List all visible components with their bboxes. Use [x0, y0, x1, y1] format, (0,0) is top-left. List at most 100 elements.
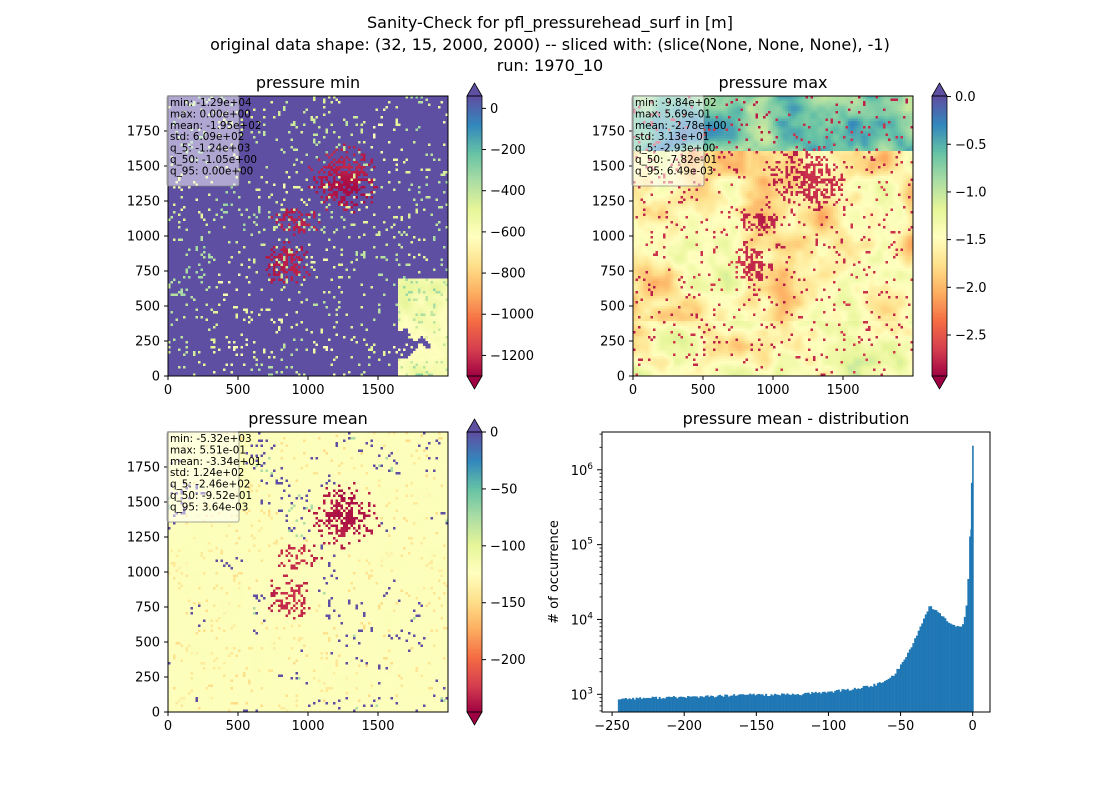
x-tick-label: 500 — [691, 383, 716, 398]
subplot-title: pressure min — [256, 73, 360, 92]
histogram-bar — [969, 536, 972, 712]
histogram-bar — [663, 698, 667, 712]
x-tick-label: −150 — [738, 719, 774, 734]
histogram-bar — [850, 690, 853, 712]
y-tick-label: 750 — [135, 265, 160, 280]
histogram-bar — [967, 579, 970, 712]
histogram-bar — [695, 696, 698, 712]
histogram-bar — [761, 694, 764, 712]
histogram-bar — [820, 693, 823, 712]
histogram-bar — [859, 688, 862, 712]
histogram-bar — [656, 698, 659, 712]
histogram-bar — [738, 694, 741, 712]
colorbar: 0 −200 −400 −600 −800 −1000 −1200 — [466, 82, 534, 390]
x-tick-label: −250 — [594, 719, 630, 734]
histogram-bar — [770, 694, 773, 712]
y-tick-label: 106 — [571, 462, 594, 479]
stats-line: mean: -3.34e+01 — [170, 456, 261, 468]
stats-line: mean: -1.95e+02 — [170, 120, 261, 132]
x-tick-label: 1000 — [756, 383, 789, 398]
histogram-bar — [901, 661, 904, 712]
histogram-bar — [871, 686, 874, 712]
y-tick-label: 0 — [152, 370, 160, 385]
histogram-bar — [779, 695, 782, 712]
y-tick-label: 250 — [600, 335, 625, 350]
stats-line: q_50: -7.82e-01 — [635, 154, 717, 166]
histogram-bar — [646, 697, 649, 712]
histogram-bar — [946, 621, 949, 712]
histogram-bar — [694, 696, 697, 712]
colorbar-tick-label: −150 — [490, 596, 526, 611]
y-tick-label: 1500 — [127, 496, 160, 511]
colorbar-tick-label: −1.0 — [955, 185, 987, 200]
histogram-bar — [798, 695, 801, 712]
stats-line: min: -5.32e+03 — [170, 433, 252, 445]
colorbar-tick-label: −200 — [490, 143, 526, 158]
histogram-bar — [736, 695, 739, 712]
histogram-bar — [837, 689, 840, 712]
stats-line: q_50: -9.52e-01 — [170, 490, 252, 502]
histogram-bar — [919, 626, 922, 712]
histogram-bar — [773, 693, 777, 712]
histogram-bar — [747, 694, 750, 712]
colorbar-tick-label: −1200 — [490, 349, 534, 364]
colorbar-tick-label: −400 — [490, 184, 526, 199]
histogram-bar — [860, 687, 863, 712]
histogram-bar — [639, 697, 642, 712]
histogram-bar — [923, 618, 926, 712]
stats-line: q_5: -1.24e+03 — [170, 143, 250, 155]
stats-line: max: 5.51e-01 — [170, 444, 246, 456]
histogram-bar — [777, 694, 780, 712]
histogram-bar — [781, 693, 784, 712]
histogram-bar — [789, 694, 792, 712]
stats-line: min: -9.84e+02 — [635, 97, 717, 109]
histogram-bar — [938, 613, 941, 712]
histogram-bar — [633, 699, 636, 712]
stats-line: std: 1.24e+02 — [170, 467, 244, 479]
histogram-bar — [793, 694, 796, 712]
histogram-bar — [718, 694, 722, 712]
histogram-bar — [742, 694, 745, 712]
histogram-bar — [683, 697, 686, 712]
histogram-bar — [889, 677, 892, 712]
histogram-bar — [667, 696, 670, 712]
histogram-bar — [797, 694, 800, 712]
histogram-bars — [617, 445, 974, 712]
histogram-bar — [885, 680, 888, 712]
histogram-bar — [855, 689, 858, 712]
histogram-bar — [882, 682, 885, 712]
histogram-bar — [876, 683, 879, 712]
stats-line: mean: -2.78e+00 — [635, 120, 726, 132]
histogram-bar — [720, 695, 723, 712]
histogram-bar — [963, 616, 966, 712]
histogram-bar — [672, 696, 675, 712]
histogram-bar — [715, 696, 718, 712]
histogram-bar — [878, 682, 881, 712]
histogram-bar — [928, 606, 931, 712]
histogram-bar — [688, 696, 691, 712]
histogram-bar — [962, 624, 965, 712]
histogram-bar — [887, 678, 890, 712]
x-tick-label: 1500 — [361, 383, 394, 398]
figure-title-line-3: run: 1970_10 — [0, 56, 1100, 75]
colorbar-tick-label: −2.0 — [955, 281, 987, 296]
x-tick-label: 500 — [226, 719, 251, 734]
histogram-bar — [857, 688, 860, 712]
colorbar-extend-min — [931, 375, 948, 390]
colorbar-tick-label: −50 — [490, 482, 517, 497]
colorbar-tick-label: 0.0 — [955, 90, 976, 105]
histogram-bar — [944, 618, 947, 712]
histogram-bar — [823, 691, 826, 712]
histogram-bar — [954, 626, 957, 712]
histogram-panel: pressure mean - distribution −250 −200 −150… — [547, 409, 991, 734]
stats-line: std: 3.13e+01 — [635, 131, 709, 143]
histogram-bar — [807, 692, 810, 712]
stats-line: q_50: -1.05e+00 — [170, 154, 257, 166]
histogram-bar — [754, 695, 757, 712]
histogram-bar — [708, 696, 711, 712]
histogram-bar — [724, 694, 727, 712]
y-tick-label: 1750 — [592, 125, 625, 140]
histogram-bar — [671, 697, 674, 712]
histogram-bar — [960, 626, 963, 712]
